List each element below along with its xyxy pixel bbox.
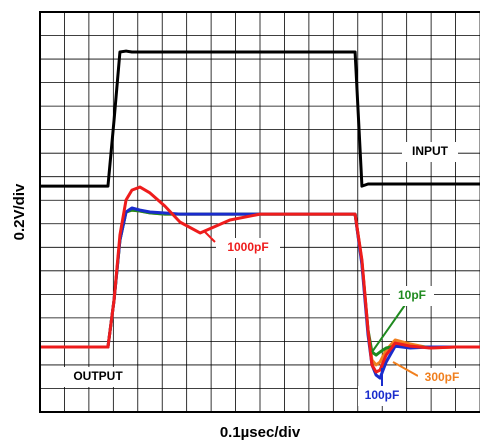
label-box — [358, 386, 406, 406]
label-10pf: 10pF — [398, 288, 426, 302]
annotations: INPUT OUTPUT 1000pF 10pF 300pF 100pF — [60, 142, 466, 406]
output-label: OUTPUT — [73, 369, 123, 383]
label-100pf: 100pF — [365, 388, 400, 402]
arrow — [371, 304, 406, 353]
label-box — [390, 286, 434, 306]
arrow — [204, 231, 216, 243]
input-label: INPUT — [412, 144, 449, 158]
label-1000pf: 1000pF — [227, 240, 268, 254]
plot-frame — [39, 11, 480, 413]
arrow — [392, 361, 419, 377]
label-box — [418, 368, 466, 388]
label-box — [402, 142, 458, 162]
series-line — [40, 49, 480, 188]
label-box — [60, 367, 136, 387]
label-300pf: 300pF — [425, 370, 460, 384]
x-axis-label: 0.1µsec/div — [220, 424, 301, 441]
series-line — [40, 185, 480, 374]
label-box — [216, 238, 280, 258]
y-axis-label: 0.2V/div — [11, 183, 28, 240]
